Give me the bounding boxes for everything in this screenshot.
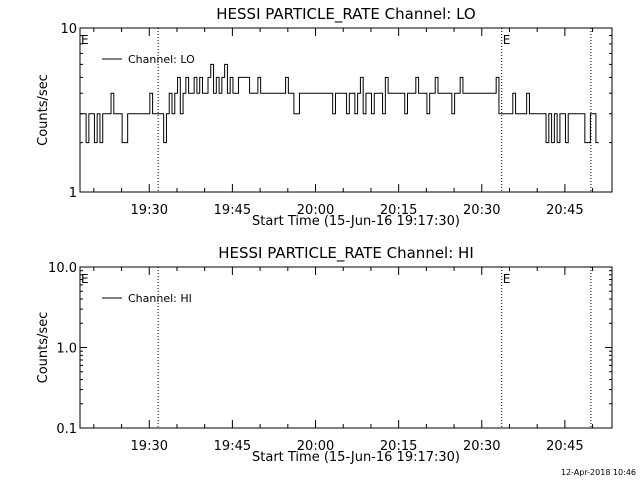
x-tick-label: 20:30: [463, 203, 500, 218]
legend-label: Channel: HI: [128, 292, 192, 305]
chart-panel-1: HESSI PARTICLE_RATE Channel: LO 1 10 Counts…: [36, 5, 613, 229]
footer-timestamp: 12-Apr-2018 10:46: [561, 468, 636, 477]
event-marker-label: E: [81, 33, 89, 47]
x-tick-label: 19:45: [214, 439, 251, 454]
chart-title: HESSI PARTICLE_RATE Channel: HI: [218, 244, 474, 263]
x-tick-label: 20:15: [380, 439, 417, 454]
chart-title: HESSI PARTICLE_RATE Channel: LO: [216, 5, 475, 24]
event-marker-label: E: [503, 272, 511, 286]
x-tick-label: 20:00: [297, 439, 334, 454]
plot-frame: [79, 27, 613, 193]
x-tick-label: 19:45: [214, 203, 251, 218]
series-line-channel-lo: [80, 63, 599, 144]
x-axis-label: Start Time (15-Jun-16 19:17:30): [252, 450, 460, 465]
x-axis-label: Start Time (15-Jun-16 19:17:30): [252, 214, 460, 229]
event-marker-label: E: [81, 272, 89, 286]
y-axis-label: Counts/sec: [36, 74, 51, 146]
x-tick-label: 19:30: [131, 203, 168, 218]
x-tick-label: 20:00: [297, 203, 334, 218]
x-tick-label: 20:15: [380, 203, 417, 218]
x-tick-label: 20:30: [463, 439, 500, 454]
y-tick-label: 1.0: [56, 342, 77, 357]
y-tick-label: 0.1: [56, 422, 77, 437]
y-tick-label: 1: [69, 186, 77, 201]
x-tick-label: 20:45: [546, 439, 583, 454]
x-tick-label: 20:45: [546, 203, 583, 218]
y-axis-label: Counts/sec: [36, 312, 51, 384]
event-marker-label: E: [503, 33, 511, 47]
legend-label: Channel: LO: [128, 53, 195, 66]
x-tick-label: 19:30: [131, 439, 168, 454]
y-tick-label: 10.0: [48, 261, 77, 276]
y-tick-label: 10: [60, 22, 77, 37]
chart-panel-2: HESSI PARTICLE_RATE Channel: HI 0.1 1.0 10.…: [36, 244, 613, 465]
